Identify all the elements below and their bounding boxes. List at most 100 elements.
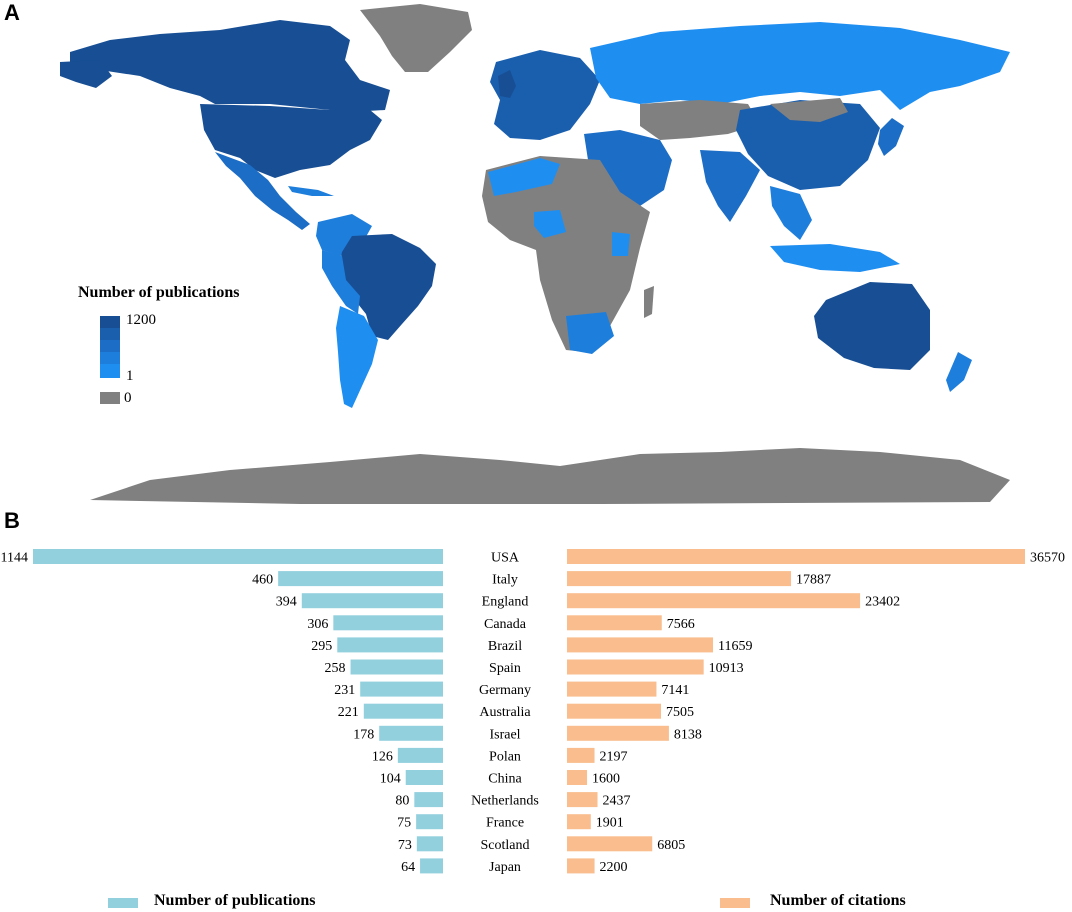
- legend-publications-swatch: [108, 898, 138, 908]
- citations-bar: [567, 770, 588, 785]
- country-label: Germany: [479, 683, 531, 698]
- map-legend-title: Number of publications: [78, 284, 240, 301]
- publications-bar: [33, 549, 443, 564]
- publications-value-label: 295: [311, 639, 332, 654]
- publications-bar: [416, 814, 443, 830]
- map-region-new-zealand: [946, 352, 972, 392]
- publications-bar: [414, 792, 443, 808]
- map-region-peru: [322, 250, 360, 314]
- publications-value-label: 306: [307, 617, 328, 632]
- citations-value-label: 10913: [709, 661, 744, 676]
- legend-swatch-4: [100, 352, 120, 364]
- country-label: Spain: [489, 661, 521, 676]
- citations-bar: [567, 637, 714, 653]
- legend-publications-label: Number of publications: [154, 892, 316, 909]
- publications-value-label: 1144: [1, 551, 28, 566]
- publications-bar: [379, 725, 443, 741]
- citations-value-label: 7566: [667, 617, 695, 632]
- citations-bar: [567, 593, 861, 609]
- publications-value-label: 75: [397, 816, 411, 831]
- publications-value-label: 460: [252, 573, 273, 588]
- map-region-australia: [814, 282, 930, 370]
- citations-value-label: 7141: [661, 683, 689, 698]
- publications-bar: [350, 659, 443, 675]
- citations-bar: [567, 571, 792, 587]
- map-region-south-africa: [566, 312, 614, 354]
- legend-citations-label: Number of citations: [770, 892, 906, 909]
- legend-min-label: 1: [126, 368, 134, 384]
- country-label: Australia: [479, 705, 531, 720]
- map-region-central-asia: [640, 100, 760, 140]
- country-label: Italy: [492, 573, 518, 588]
- publications-bar: [420, 858, 443, 874]
- publications-bar: [416, 836, 443, 852]
- panel-label-a: A: [4, 0, 20, 25]
- map-region-cuba: [288, 186, 334, 196]
- legend-swatch-1: [100, 316, 120, 328]
- map-region-uk: [498, 70, 516, 98]
- map-region-japan: [878, 118, 904, 156]
- publications-bar: [278, 571, 443, 587]
- publications-value-label: 221: [338, 705, 359, 720]
- country-label: Israel: [489, 727, 520, 742]
- citations-bar: [567, 814, 591, 830]
- citations-bar: [567, 747, 595, 763]
- publications-bar: [405, 770, 443, 785]
- citations-bar: [567, 681, 657, 697]
- citations-bar: [567, 549, 1025, 564]
- map-region-mongolia: [770, 98, 848, 122]
- publications-value-label: 126: [372, 749, 393, 764]
- country-label: Brazil: [488, 639, 522, 654]
- map-region-china: [736, 100, 880, 190]
- country-label: Netherlands: [471, 794, 539, 809]
- map-region-north-africa: [488, 158, 560, 196]
- map-region-nigeria: [534, 210, 566, 238]
- citations-bar: [567, 615, 662, 631]
- citations-bar: [567, 858, 595, 874]
- legend-swatch-3: [100, 340, 120, 352]
- map-region-southeast-asia: [770, 186, 812, 240]
- legend-citations-swatch: [720, 898, 750, 908]
- panel-label-b: B: [4, 508, 20, 533]
- publications-value-label: 258: [325, 661, 346, 676]
- citations-value-label: 1600: [592, 772, 620, 787]
- legend-swatch-2: [100, 328, 120, 340]
- citations-bar: [567, 792, 598, 808]
- map-region-india: [700, 150, 760, 222]
- citations-value-label: 1901: [596, 816, 624, 831]
- country-label: China: [488, 772, 522, 787]
- publications-bar: [363, 703, 443, 719]
- legend-max-label: 1200: [126, 312, 156, 328]
- country-label: Japan: [489, 860, 521, 875]
- citations-bar: [567, 703, 661, 719]
- country-label: Scotland: [481, 838, 530, 853]
- butterfly-bar-chart: 1144 36570 USA 460 17887 Italy 394 23402 England…: [1, 549, 1065, 875]
- citations-value-label: 6805: [657, 838, 685, 853]
- publications-bar: [337, 637, 443, 653]
- map-region-kenya: [612, 232, 630, 256]
- country-label: USA: [491, 551, 520, 566]
- map-region-mexico: [215, 152, 310, 230]
- country-label: Canada: [484, 617, 527, 632]
- citations-value-label: 2197: [600, 749, 628, 764]
- map-region-argentina: [336, 306, 378, 408]
- citations-value-label: 23402: [865, 595, 900, 610]
- publications-value-label: 231: [334, 683, 355, 698]
- legend-swatch-5: [100, 364, 120, 378]
- map-region-greenland: [360, 4, 472, 72]
- publications-bar: [333, 615, 443, 631]
- map-region-africa: [482, 156, 650, 352]
- citations-bar: [567, 836, 653, 852]
- map-region-indonesia: [770, 244, 900, 272]
- citations-value-label: 36570: [1030, 551, 1065, 566]
- publications-value-label: 73: [398, 838, 412, 853]
- country-label: Polan: [489, 749, 521, 764]
- world-map: [60, 4, 1010, 504]
- map-region-madagascar: [644, 286, 654, 318]
- map-region-russia: [590, 22, 1010, 110]
- map-region-brazil: [338, 234, 436, 340]
- country-label: England: [482, 595, 529, 610]
- citations-value-label: 2437: [603, 794, 631, 809]
- publications-bar: [397, 747, 443, 763]
- citations-bar: [567, 659, 704, 675]
